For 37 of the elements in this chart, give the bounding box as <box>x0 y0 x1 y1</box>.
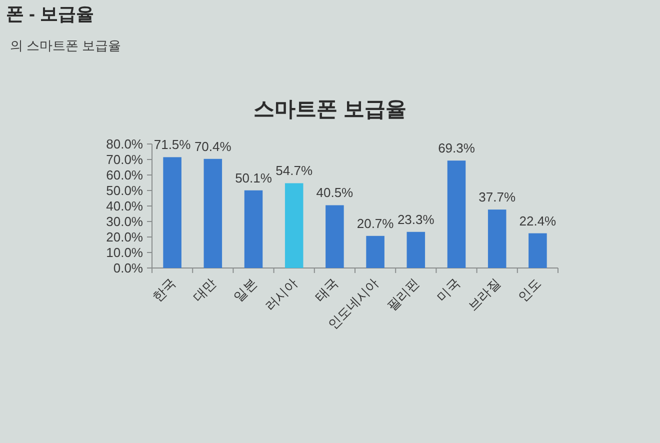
bar <box>447 160 466 268</box>
bar <box>406 232 426 268</box>
chart-title: 스마트폰 보급율 <box>254 98 406 121</box>
bar <box>528 233 547 268</box>
y-tick-label: 0.0% <box>113 260 144 276</box>
data-label: 22.4% <box>519 213 557 228</box>
bar <box>326 205 344 268</box>
data-label: 20.7% <box>356 216 394 231</box>
data-label: 69.3% <box>438 140 476 156</box>
y-tick-label: 10.0% <box>106 245 144 260</box>
y-tick-label: 30.0% <box>106 214 144 229</box>
data-label: 50.1% <box>235 170 272 186</box>
bar <box>366 236 384 268</box>
x-tick-label: 미국 <box>434 276 463 305</box>
x-tick-label: 대만 <box>190 276 220 305</box>
bar <box>163 157 182 268</box>
x-tick-label: 인도 <box>514 276 544 305</box>
y-tick-label: 40.0% <box>106 198 144 214</box>
y-tick-label: 70.0% <box>106 152 144 167</box>
y-tick-label: 80.0% <box>106 136 144 152</box>
data-label: 23.3% <box>397 212 435 227</box>
data-label: 70.4% <box>194 138 232 154</box>
bar <box>284 183 304 268</box>
bar <box>204 158 222 268</box>
x-tick-label: 한국 <box>149 276 178 305</box>
y-tick-label: 50.0% <box>106 183 144 198</box>
bar <box>244 190 263 268</box>
data-label: 71.5% <box>154 137 192 152</box>
data-label: 40.5% <box>316 185 354 200</box>
data-label: 37.7% <box>478 190 516 205</box>
data-label: 54.7% <box>276 163 313 178</box>
text: 폰 - 보급율 <box>6 4 94 24</box>
text: 의 스마트폰 보급율 <box>10 38 122 53</box>
y-tick-label: 60.0% <box>106 168 144 182</box>
y-tick-label: 20.0% <box>106 230 144 244</box>
x-tick-label: 일본 <box>230 276 260 305</box>
bar <box>488 210 506 268</box>
